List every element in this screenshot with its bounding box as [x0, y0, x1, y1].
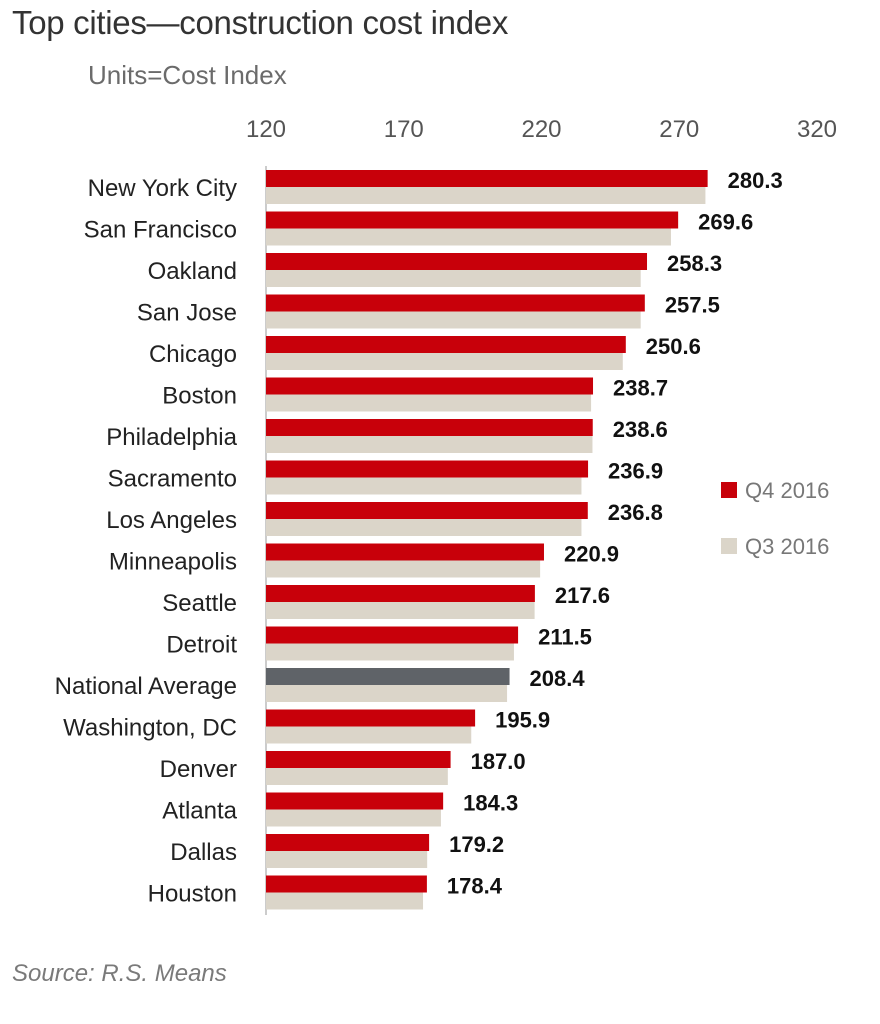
category-label: San Jose — [137, 300, 237, 327]
bar-q4-2016 — [266, 336, 626, 353]
data-label: 238.7 — [613, 376, 668, 401]
bar-q4-2016 — [266, 626, 519, 644]
bar-q3-2016 — [266, 477, 582, 495]
data-label: 220.9 — [564, 542, 619, 567]
bar-q4-2016 — [266, 419, 593, 436]
category-label: National Average — [55, 673, 237, 700]
data-label: 238.6 — [613, 417, 668, 442]
bar-q4-2016 — [266, 294, 645, 312]
bar-q4-2016 — [266, 834, 430, 851]
bar-q3-2016 — [266, 560, 541, 578]
category-label: Chicago — [149, 341, 237, 368]
category-label: San Francisco — [84, 217, 237, 244]
data-label: 195.9 — [495, 708, 550, 733]
bar-q3-2016 — [266, 187, 706, 204]
bar-q4-2016 — [266, 211, 679, 229]
bar-q3-2016 — [266, 228, 671, 246]
bar-q3-2016 — [266, 311, 641, 329]
bar-q4-2016 — [266, 875, 427, 893]
x-tick-label: 270 — [659, 116, 699, 143]
category-label: Houston — [148, 881, 237, 908]
bar-q4-2016 — [266, 377, 594, 395]
bar-q3-2016 — [266, 851, 428, 868]
category-label: Los Angeles — [106, 507, 237, 534]
legend: Q4 2016 Q3 2016 — [721, 478, 829, 559]
category-label: Detroit — [166, 632, 237, 659]
x-axis-ticks: 120 170 220 270 320 — [246, 116, 837, 143]
legend-label-q4: Q4 2016 — [745, 478, 829, 503]
bar-q4-2016 — [266, 585, 535, 602]
bar-q4-2016 — [266, 709, 476, 727]
bar-q4-2016 — [266, 460, 589, 478]
category-label: Washington, DC — [63, 715, 237, 742]
legend-label-q3: Q3 2016 — [745, 534, 829, 559]
data-label: 269.6 — [698, 210, 753, 235]
category-label: Atlanta — [162, 798, 237, 825]
category-label: Oakland — [148, 258, 237, 285]
data-label: 211.5 — [538, 625, 592, 650]
category-label: Seattle — [162, 590, 237, 617]
bar-q4-2016 — [266, 502, 588, 519]
source-note: Source: R.S. Means — [12, 960, 227, 987]
legend-swatch-q4 — [721, 482, 737, 498]
category-label: Sacramento — [108, 466, 237, 493]
bar-q3-2016 — [266, 436, 593, 453]
bar-q4-2016 — [266, 751, 451, 768]
category-label: Dallas — [170, 839, 237, 866]
bar-q4-2016 — [266, 253, 648, 270]
data-label: 236.9 — [608, 459, 663, 484]
data-label: 187.0 — [471, 749, 526, 774]
data-label: 258.3 — [667, 251, 722, 276]
bar-q3-2016 — [266, 519, 582, 536]
category-label: Minneapolis — [109, 549, 237, 576]
chart-title: Top cities—construction cost index — [12, 4, 509, 41]
data-label: 208.4 — [530, 666, 586, 691]
bar-q3-2016 — [266, 643, 514, 661]
data-labels: 280.3 269.6 258.3 257.5 250.6 238.7 238.6 236.9… — [447, 168, 783, 899]
bar-q3-2016 — [266, 768, 448, 785]
bar-q4-2016 — [266, 668, 510, 685]
data-label: 280.3 — [728, 168, 783, 193]
data-label: 257.5 — [665, 293, 720, 318]
x-tick-label: 320 — [797, 116, 837, 143]
category-label: Boston — [162, 383, 237, 410]
x-tick-label: 170 — [384, 116, 424, 143]
bar-q3-2016 — [266, 270, 641, 287]
data-label: 250.6 — [646, 334, 701, 359]
data-label: 178.4 — [447, 874, 503, 899]
x-tick-label: 220 — [521, 116, 561, 143]
bar-q4-2016 — [266, 170, 708, 187]
bar-q3-2016 — [266, 394, 592, 412]
data-label: 217.6 — [555, 583, 610, 608]
data-label: 184.3 — [463, 791, 518, 816]
category-label: Denver — [160, 756, 237, 783]
bar-q3-2016 — [266, 726, 472, 744]
bar-q4-2016 — [266, 792, 444, 810]
bars — [266, 170, 708, 910]
category-label: Philadelphia — [106, 424, 237, 451]
bar-q4-2016 — [266, 543, 544, 561]
bar-q3-2016 — [266, 685, 508, 702]
x-tick-label: 120 — [246, 116, 286, 143]
data-label: 179.2 — [449, 832, 504, 857]
bar-q3-2016 — [266, 353, 623, 370]
category-labels: New York City San Francisco Oakland San Jos… — [55, 175, 238, 908]
data-label: 236.8 — [608, 500, 663, 525]
bar-q3-2016 — [266, 809, 441, 827]
chart-subtitle: Units=Cost Index — [88, 60, 287, 90]
legend-swatch-q3 — [721, 538, 737, 554]
category-label: New York City — [88, 175, 237, 202]
bar-q3-2016 — [266, 602, 535, 619]
bar-q3-2016 — [266, 892, 424, 910]
